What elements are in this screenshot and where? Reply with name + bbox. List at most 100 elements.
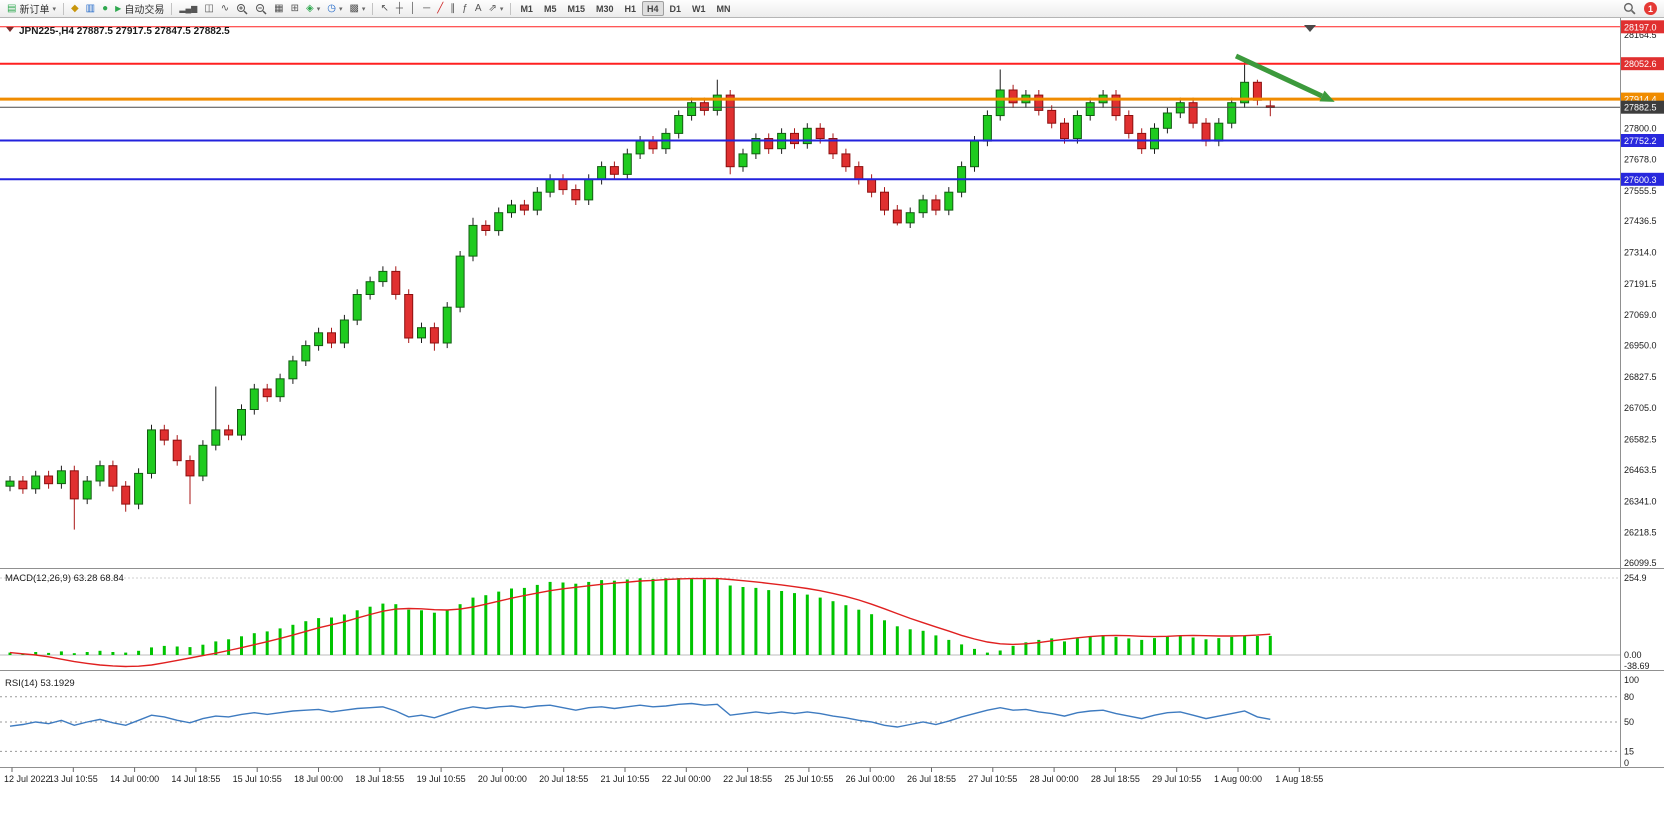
timeframe-mn-button[interactable]: MN [716, 3, 731, 14]
chart-canvas[interactable]: 28164.5 27800.0 27678.0 27555.5 27436.5 27314… [0, 18, 1664, 808]
timeframe-d1-button[interactable]: D1 [669, 3, 682, 14]
price-axis-tick: 27314.0 [1624, 248, 1657, 258]
one-click-trading-toggle[interactable] [6, 27, 14, 32]
trendline-tool-button[interactable]: ╱ [434, 1, 446, 16]
fibonacci-tool-button[interactable]: ƒ [459, 1, 471, 16]
macd-histogram-bar [497, 591, 501, 655]
timeframe-m30-button[interactable]: M30 [595, 3, 614, 14]
bear-candle [725, 94, 735, 168]
channel-tool-button[interactable]: ∥ [447, 1, 458, 16]
macd-histogram-bar [895, 626, 899, 655]
price-badge-label: 27882.5 [1624, 103, 1657, 113]
trend-arrow-head [1319, 90, 1335, 102]
bear-candle [764, 138, 774, 150]
notification-badge[interactable]: 1 [1644, 2, 1657, 15]
time-axis-label: 20 Jul 00:00 [478, 774, 527, 784]
macd-histogram-bar [1165, 636, 1169, 655]
time-axis-label: 13 Jul 10:55 [49, 774, 98, 784]
macd-histogram-bar [1204, 639, 1208, 655]
macd-histogram-bar [124, 652, 128, 655]
bear-candle [18, 480, 28, 490]
market-watch-button[interactable]: ▥ [83, 1, 98, 16]
bull-candle [1214, 122, 1224, 142]
cursor-tool-button[interactable]: ↖ [377, 1, 391, 16]
price-axis-tick: 27191.5 [1624, 279, 1657, 289]
line-chart-button[interactable]: ∿ [218, 1, 232, 16]
macd-histogram-bar [278, 628, 282, 655]
templates-button[interactable]: ▩ ▾ [346, 1, 368, 16]
trendline-icon: ╱ [437, 2, 444, 14]
timeframe-m1-button[interactable]: M1 [520, 3, 533, 14]
bear-candle [1034, 94, 1044, 111]
auto-trading-button[interactable]: ▶ 自动交易 [112, 1, 167, 16]
zoom-out-button[interactable] [252, 1, 270, 16]
profiles-button[interactable]: ◆ [68, 1, 82, 16]
price-badge-label: 28197.0 [1624, 22, 1657, 32]
bar-chart-button[interactable]: ▂▄▆ [176, 1, 200, 16]
macd-histogram-bar [342, 614, 346, 655]
bull-candle [288, 360, 298, 380]
bull-candle [417, 327, 426, 339]
macd-histogram-bar [548, 581, 552, 655]
bear-candle [699, 102, 709, 111]
macd-histogram-bar [137, 650, 141, 655]
time-axis-label: 20 Jul 18:55 [539, 774, 588, 784]
macd-histogram-bar [728, 585, 732, 655]
tile-windows-button[interactable]: ▦ [271, 1, 286, 16]
time-axis-label: 1 Aug 00:00 [1214, 774, 1262, 784]
new-window-button[interactable]: ⊞ [288, 1, 302, 16]
bull-candle [147, 429, 156, 474]
new-order-icon: ▤ [7, 2, 17, 14]
macd-histogram-bar [1011, 645, 1015, 655]
time-axis-label: 28 Jul 00:00 [1030, 774, 1079, 784]
timeframe-h1-button[interactable]: H1 [624, 3, 637, 14]
rsi-axis-tick: 50 [1624, 717, 1634, 727]
new-order-button[interactable]: ▤ 新订单 ▾ [4, 1, 59, 16]
navigator-button[interactable]: ● [99, 1, 111, 16]
macd-histogram-bar [715, 578, 719, 655]
arrows-tool-button[interactable]: ⇗ ▾ [486, 1, 507, 16]
timeframe-m5-button[interactable]: M5 [543, 3, 557, 14]
bull-candle [944, 191, 954, 211]
price-badge [1621, 100, 1664, 114]
indicators-button[interactable]: ◈ ▾ [303, 1, 323, 16]
channel-icon: ∥ [450, 2, 456, 14]
horizontal-line-tool-button[interactable]: ─ [420, 1, 433, 16]
bull-candle [597, 166, 607, 180]
bull-candle [507, 204, 516, 214]
price-badge [1621, 172, 1664, 186]
macd-histogram-bar [265, 631, 269, 655]
bear-candle [1008, 89, 1018, 104]
macd-histogram-bar [1127, 638, 1131, 655]
trend-arrow[interactable] [1234, 53, 1324, 99]
zoom-in-button[interactable] [233, 1, 251, 16]
bull-candle [1240, 81, 1250, 104]
macd-histogram-bar [535, 584, 539, 655]
time-axis-label: 1 Aug 18:55 [1275, 774, 1323, 784]
macd-histogram-bar [960, 644, 964, 655]
periods-button[interactable]: ◷ ▾ [324, 1, 345, 16]
time-axis-label: 18 Jul 00:00 [294, 774, 343, 784]
crosshair-tool-button[interactable]: ┼ [393, 1, 406, 16]
tile-windows-icon: ▦ [274, 2, 284, 14]
bull-candle [982, 115, 992, 142]
macd-histogram-bar [844, 605, 848, 655]
macd-histogram-bar [484, 595, 488, 655]
indicators-icon: ◈ [306, 2, 314, 14]
chart-shift-marker[interactable] [1304, 25, 1316, 32]
price-axis-tick: 27069.0 [1624, 310, 1657, 320]
bull-candle [622, 153, 632, 175]
bull-candle [314, 332, 324, 347]
timeframe-w1-button[interactable]: W1 [692, 3, 706, 14]
timeframe-h4-button[interactable]: H4 [642, 1, 664, 16]
text-tool-button[interactable]: A [472, 1, 485, 16]
rsi-axis-tick: 100 [1624, 675, 1639, 685]
candlestick-chart-button[interactable]: ◫ [201, 1, 216, 16]
time-axis-label: 26 Jul 18:55 [907, 774, 956, 784]
horizontal-line-icon: ─ [423, 2, 431, 14]
vertical-line-tool-button[interactable]: │ [407, 1, 419, 16]
price-axis-tick: 26218.5 [1624, 528, 1657, 538]
search-button[interactable] [1620, 1, 1639, 16]
bear-candle [790, 132, 799, 145]
timeframe-m15-button[interactable]: M15 [567, 3, 585, 14]
